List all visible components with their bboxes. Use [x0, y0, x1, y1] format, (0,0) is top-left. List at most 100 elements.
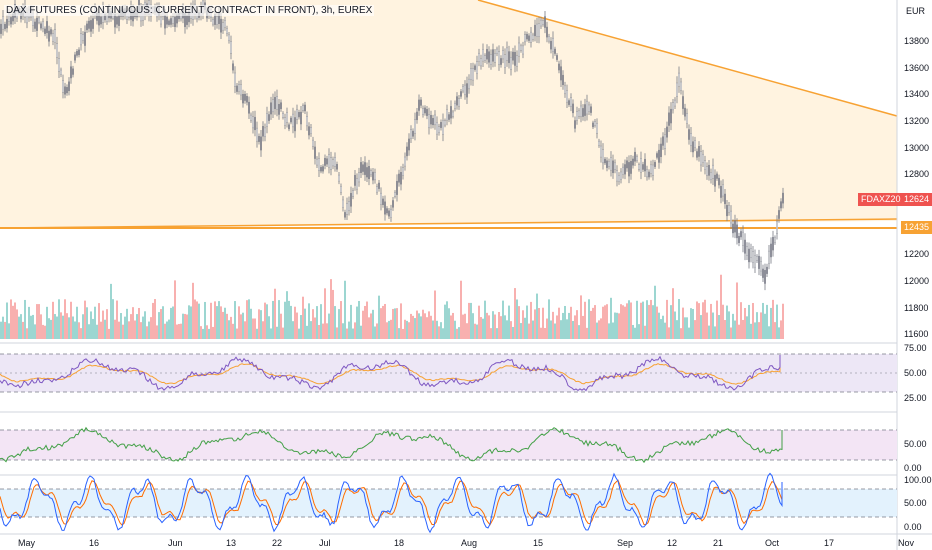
time-tick: 16 [89, 538, 99, 548]
volume-bar [368, 317, 370, 339]
volume-bar [322, 323, 324, 339]
candle-body [164, 15, 166, 29]
candle-body [510, 57, 512, 70]
rsi-pane[interactable] [0, 353, 897, 393]
volume-bar [712, 312, 714, 339]
volume-bar [68, 317, 70, 339]
volume-bar [172, 306, 174, 339]
candle-body [748, 248, 750, 263]
volume-bar [534, 309, 536, 339]
candle-body [522, 45, 524, 55]
candle-body [410, 129, 412, 139]
candle-body [364, 162, 366, 175]
volume-bar [702, 302, 704, 339]
volume-bar [276, 326, 278, 339]
candle-body [386, 208, 388, 214]
candle-body [540, 19, 542, 27]
candle-body [358, 172, 360, 183]
candle-body [606, 160, 608, 168]
candle-body [432, 118, 434, 126]
volume-bar [262, 321, 264, 339]
volume-bar [218, 301, 220, 339]
momentum-axis[interactable]: 50.00 0.00 [904, 439, 927, 473]
volume-bar [462, 314, 464, 339]
price-pane[interactable] [0, 0, 898, 339]
volume-bar [564, 305, 566, 339]
volume-bar [486, 312, 488, 339]
candle-body [238, 84, 240, 92]
momentum-line [0, 426, 783, 464]
candle-body [752, 251, 754, 263]
volume-bar [688, 327, 690, 339]
candle-body [674, 99, 676, 107]
price-axis[interactable]: 13800 13600 13400 13200 13000 12800 1260… [904, 36, 929, 339]
stochastic-axis[interactable]: 100.00 50.00 0.00 [904, 475, 932, 532]
volume-bar [426, 317, 428, 339]
time-axis[interactable]: May 16 Jun 13 22 Jul 18 Aug 15 Sep 12 21… [18, 538, 915, 548]
candle-body [254, 116, 256, 131]
candle-body [722, 184, 724, 197]
candle-body [52, 33, 54, 42]
volume-bar [96, 324, 98, 339]
volume-bar [238, 306, 240, 339]
volume-bar [138, 307, 140, 339]
candle-body [500, 58, 502, 65]
candle-body [64, 86, 66, 95]
candle-body [388, 210, 390, 217]
candle-body [626, 160, 628, 169]
volume-bar [748, 304, 750, 339]
candle-body [450, 106, 452, 119]
volume-bar [642, 301, 644, 339]
price-tick: 13800 [904, 36, 929, 46]
volume-bar [348, 321, 350, 339]
volume-bar [420, 316, 422, 339]
volume-bar [92, 318, 94, 339]
candle-body [570, 97, 572, 107]
volume-bar [252, 318, 254, 339]
candle-body [474, 65, 476, 70]
candle-body [726, 205, 728, 217]
candle-body [486, 49, 488, 60]
volume-bar [82, 314, 84, 339]
lower-trendline[interactable] [0, 218, 898, 229]
candle-body [496, 48, 498, 54]
candle-body [2, 16, 4, 30]
volume-bar [408, 322, 410, 339]
volume-bar [10, 299, 12, 339]
time-tick: 22 [272, 538, 282, 548]
volume-bar [718, 315, 720, 339]
volume-bar [550, 320, 552, 339]
rsi-axis[interactable]: 75.00 50.00 25.00 [904, 343, 927, 403]
volume-bar [560, 320, 562, 339]
candle-body [536, 23, 538, 37]
volume-bar [52, 301, 54, 339]
volume-bar [638, 324, 640, 339]
candle-body [400, 172, 402, 185]
candle-body [342, 199, 344, 208]
candle-body [322, 166, 324, 172]
candle-body [688, 129, 690, 140]
stochastic-pane[interactable] [0, 472, 897, 534]
candle-body [92, 18, 94, 29]
volume-bar [698, 303, 700, 339]
candle-body [544, 16, 546, 28]
symbol-legend-title[interactable]: DAX FUTURES (CONTINUOUS: CURRENT CONTRAC… [4, 5, 375, 16]
volume-bar [586, 327, 588, 339]
candle-body [482, 49, 484, 62]
candle-body [412, 130, 414, 137]
volume-bar [358, 300, 360, 339]
volume-bar [108, 328, 110, 339]
volume-bar [318, 324, 320, 339]
volume-bar [326, 323, 328, 339]
volume-bar [378, 295, 380, 339]
volume-bar [418, 313, 420, 339]
momentum-pane[interactable] [0, 426, 897, 464]
candle-body [66, 87, 68, 94]
volume-bar [738, 324, 740, 339]
volume-histogram [0, 274, 784, 339]
candle-body [772, 237, 774, 251]
candle-body [424, 107, 426, 114]
volume-bar [360, 325, 362, 339]
upper-trendline[interactable] [477, 0, 898, 117]
